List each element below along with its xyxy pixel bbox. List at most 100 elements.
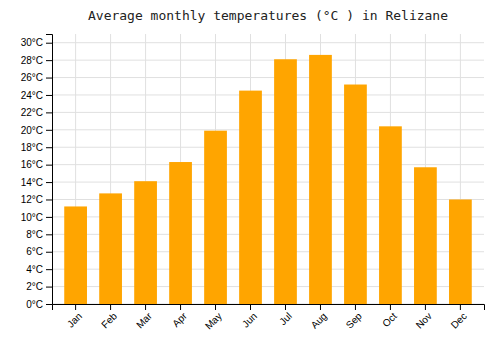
grid-line bbox=[52, 94, 484, 95]
tick: 2°C bbox=[26, 281, 52, 292]
tick-label: Jan bbox=[65, 310, 84, 329]
tick-mark bbox=[285, 304, 286, 310]
tick-label: May bbox=[203, 310, 224, 331]
bar bbox=[309, 55, 332, 304]
chart: 0°C 2°C 4°C 6°C 8°C 10°C 12°C 14°C 16°C 18°C 20°C 2… bbox=[0, 0, 500, 350]
tick-label: Mar bbox=[134, 310, 154, 330]
tick: 24°C bbox=[21, 90, 52, 101]
tick-label: 24°C bbox=[21, 90, 43, 101]
tick-label: 8°C bbox=[26, 229, 43, 240]
bar bbox=[64, 206, 87, 304]
grid-line bbox=[52, 112, 484, 113]
grid bbox=[52, 34, 484, 304]
tick-mark bbox=[46, 60, 52, 61]
tick: Jan bbox=[65, 304, 84, 330]
tick-mark bbox=[110, 304, 111, 310]
tick-label: 30°C bbox=[21, 37, 43, 48]
tick-mark bbox=[46, 130, 52, 131]
tick-label: 28°C bbox=[21, 55, 43, 66]
tick: 8°C bbox=[26, 229, 52, 240]
tick-mark bbox=[425, 304, 426, 310]
tick: 16°C bbox=[21, 159, 52, 170]
tick-mark bbox=[46, 252, 52, 253]
bar bbox=[99, 193, 122, 304]
tick: 28°C bbox=[21, 55, 52, 66]
tick-mark bbox=[46, 78, 52, 79]
tick: 20°C bbox=[21, 125, 52, 136]
grid-line bbox=[52, 129, 484, 130]
tick-label: 10°C bbox=[21, 212, 43, 223]
tick: Jun bbox=[240, 304, 259, 330]
tick-label: Sep bbox=[344, 310, 365, 331]
tick: Sep bbox=[344, 304, 365, 331]
tick-label: Jun bbox=[240, 310, 259, 329]
plot: 0°C 2°C 4°C 6°C 8°C 10°C 12°C 14°C 16°C 18°C 20°C 2… bbox=[21, 34, 485, 332]
tick: Aug bbox=[309, 304, 329, 331]
tick-label: 2°C bbox=[26, 281, 43, 292]
bar bbox=[449, 199, 472, 304]
tick: 0°C bbox=[26, 299, 52, 310]
tick: 12°C bbox=[21, 194, 52, 205]
bar bbox=[379, 126, 402, 304]
tick-mark bbox=[46, 95, 52, 96]
tick: Dec bbox=[449, 304, 469, 331]
tick: 22°C bbox=[21, 107, 52, 118]
tick: 4°C bbox=[26, 264, 52, 275]
tick-mark bbox=[46, 182, 52, 183]
tick: 6°C bbox=[26, 246, 52, 257]
axis-line bbox=[53, 305, 485, 311]
tick-label: Oct bbox=[380, 310, 399, 329]
tick-mark bbox=[46, 43, 52, 44]
tick-mark bbox=[46, 287, 52, 288]
tick-label: Dec bbox=[449, 310, 469, 330]
tick-mark bbox=[320, 304, 321, 310]
tick-mark bbox=[250, 304, 251, 310]
tick: 30°C bbox=[21, 37, 52, 48]
tick-label: 4°C bbox=[26, 264, 43, 275]
tick: Oct bbox=[380, 304, 399, 329]
y-axis: 0°C 2°C 4°C 6°C 8°C 10°C 12°C 14°C 16°C 18°C 20°C 2… bbox=[21, 35, 53, 310]
tick-mark bbox=[46, 147, 52, 148]
tick-label: 16°C bbox=[21, 159, 43, 170]
tick-mark bbox=[75, 304, 76, 310]
tick-label: 14°C bbox=[21, 177, 43, 188]
grid-line bbox=[52, 164, 484, 165]
axis-line bbox=[46, 35, 53, 305]
tick: May bbox=[203, 304, 224, 332]
tick-mark bbox=[46, 199, 52, 200]
tick: Mar bbox=[134, 304, 154, 330]
tick-label: 20°C bbox=[21, 125, 43, 136]
grid-line bbox=[52, 60, 484, 61]
tick-label: 18°C bbox=[21, 142, 43, 153]
bar bbox=[414, 167, 437, 304]
tick-mark bbox=[46, 217, 52, 218]
tick: Nov bbox=[414, 304, 434, 331]
bar bbox=[134, 181, 157, 304]
tick-mark bbox=[390, 304, 391, 310]
tick-label: Nov bbox=[414, 310, 434, 330]
title: Average monthly temperatures (°C ) in Re… bbox=[88, 8, 448, 23]
tick-mark bbox=[46, 234, 52, 235]
tick: Apr bbox=[170, 304, 189, 329]
tick-label: 22°C bbox=[21, 107, 43, 118]
tick-mark bbox=[46, 165, 52, 166]
grid-line bbox=[52, 77, 484, 78]
tick-mark bbox=[46, 304, 52, 305]
tick-mark bbox=[46, 269, 52, 270]
tick-label: Apr bbox=[170, 310, 189, 329]
bars bbox=[64, 55, 472, 304]
bar bbox=[204, 131, 227, 304]
tick-mark bbox=[460, 304, 461, 310]
tick-mark bbox=[46, 112, 52, 113]
tick-label: Jul bbox=[277, 310, 294, 327]
grid-line bbox=[52, 147, 484, 148]
tick: Feb bbox=[99, 304, 119, 330]
bar bbox=[274, 59, 297, 304]
tick: 10°C bbox=[21, 212, 52, 223]
grid-line bbox=[52, 42, 484, 43]
tick-mark bbox=[215, 304, 216, 310]
bar bbox=[169, 162, 192, 304]
tick-label: 26°C bbox=[21, 72, 43, 83]
tick: 14°C bbox=[21, 177, 52, 188]
tick: Jul bbox=[277, 304, 294, 327]
